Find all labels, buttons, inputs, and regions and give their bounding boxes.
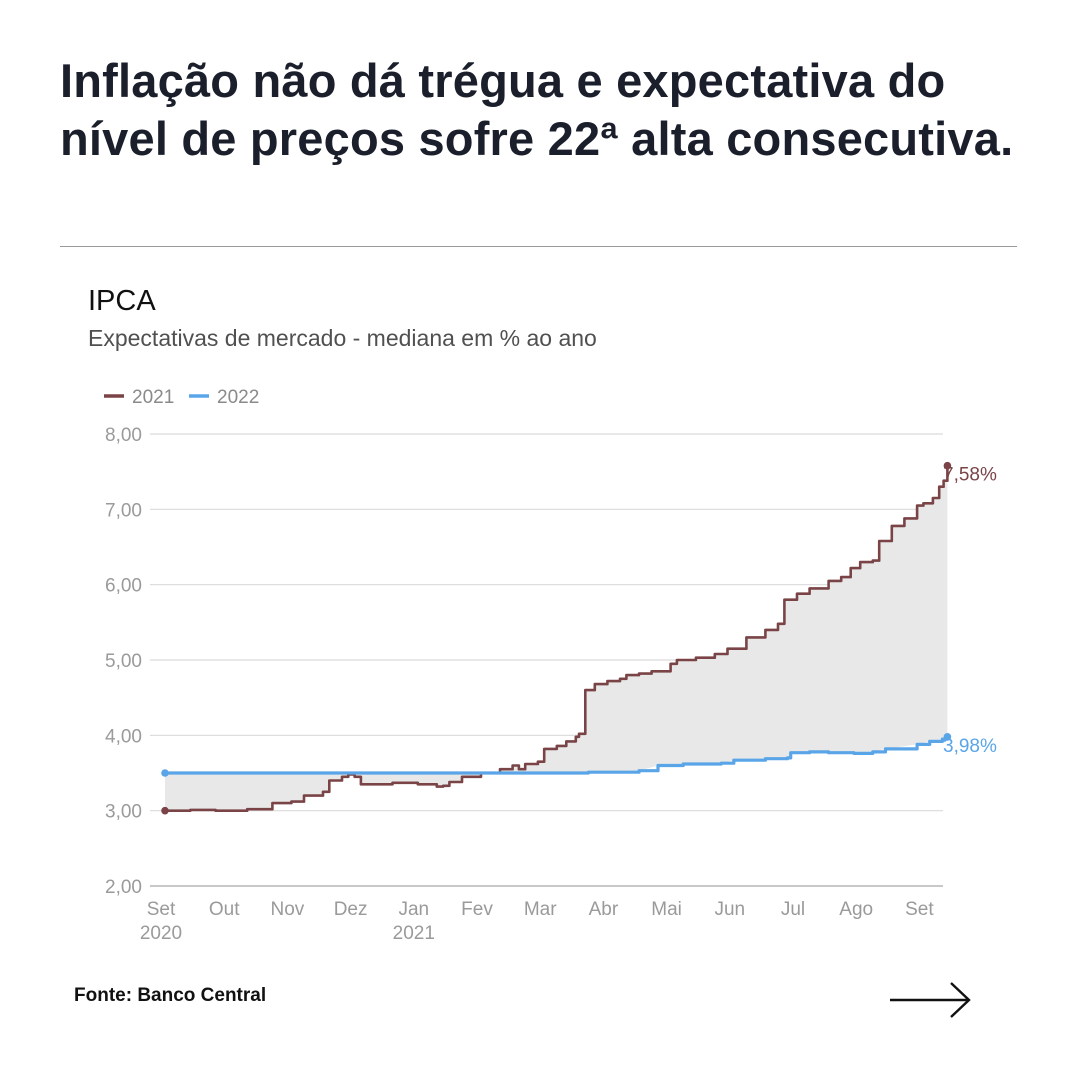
area-between-series: [165, 465, 948, 811]
end-label-2021: 7,58%: [943, 465, 997, 486]
chart-subtitle: Expectativas de mercado - mediana em % a…: [88, 325, 597, 351]
y-tick-label: 6,00: [105, 576, 142, 597]
x-tick-label: Fev: [461, 899, 493, 920]
x-tick-label: Dez: [334, 899, 368, 920]
point-start-2021: [161, 806, 169, 815]
arrow-right-icon[interactable]: [888, 980, 974, 1020]
y-tick-label: 5,00: [105, 651, 142, 672]
y-tick-label: 4,00: [105, 726, 142, 747]
x-tick-label: Set: [905, 899, 934, 920]
end-label-2022: 3,98%: [943, 736, 997, 757]
x-tick-sublabel: 2021: [393, 923, 435, 944]
x-tick-label: Mar: [524, 899, 557, 920]
x-tick-label: Set: [147, 899, 176, 920]
chart-title: IPCA: [88, 285, 156, 317]
x-tick-label: Jun: [714, 899, 745, 920]
y-tick-label: 3,00: [105, 802, 142, 823]
source-note: Fonte: Banco Central: [74, 985, 267, 1006]
x-tick-label: Mai: [651, 899, 682, 920]
x-tick-label: Out: [209, 899, 240, 920]
series-line-2021: [165, 465, 949, 812]
x-tick-label: Ago: [839, 899, 873, 920]
divider: [60, 246, 1017, 247]
y-tick-label: 2,00: [105, 877, 142, 898]
point-end-2021: [943, 461, 952, 470]
x-tick-sublabel: 2020: [140, 923, 182, 944]
x-tick-label: Jul: [781, 899, 805, 920]
point-end-2022: [943, 733, 952, 741]
y-tick-label: 7,00: [105, 500, 142, 521]
x-tick-label: Jan: [398, 899, 429, 920]
x-tick-label: Abr: [589, 899, 619, 920]
legend-label-2021: 2021: [132, 387, 174, 408]
y-tick-label: 8,00: [105, 425, 142, 446]
x-tick-label: Nov: [271, 899, 305, 920]
legend-label-2022: 2022: [217, 387, 259, 408]
series-line-2022: [165, 736, 949, 775]
headline: Inflação não dá trégua e expectativa do …: [60, 54, 1014, 165]
point-start-2022: [161, 769, 169, 777]
